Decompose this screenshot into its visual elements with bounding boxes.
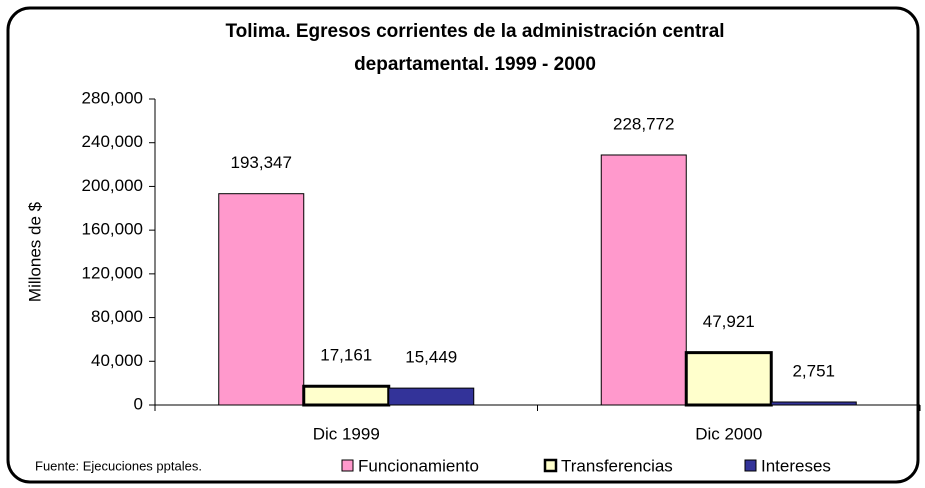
y-tick-label: 240,000 [82,132,143,151]
legend-swatch [543,458,558,473]
legend-label: Intereses [761,456,831,475]
y-axis-label: Millones de $ [25,201,44,302]
y-tick-label: 40,000 [91,351,143,370]
bar [600,154,687,406]
data-label: 193,347 [231,153,292,172]
legend-swatch [744,459,757,472]
source-note: Fuente: Ejecuciones pptales. [35,458,202,473]
y-tick-label: 280,000 [82,88,143,107]
bar [388,387,475,406]
chart-title: departamental. 1999 - 2000 [354,54,596,75]
bar [770,401,857,406]
x-tick-label: Dic 2000 [695,424,762,443]
y-tick-label: 80,000 [91,307,143,326]
x-tick-label: Dic 1999 [313,424,380,443]
data-label: 47,921 [703,312,755,331]
data-label: 228,772 [613,114,674,133]
data-label: 2,751 [792,361,835,380]
y-tick-label: 160,000 [82,220,143,239]
chart-border [6,6,920,484]
y-tick-label: 0 [134,394,143,413]
y-tick-label: 120,000 [82,263,143,282]
chart-title: Tolima. Egresos corrientes de la adminis… [225,21,724,42]
legend-swatch [341,459,354,472]
legend-label: Funcionamiento [358,456,479,475]
y-tick-label: 200,000 [82,176,143,195]
legend-label: Transferencias [561,456,673,475]
data-label: 17,161 [320,346,372,365]
bar [302,384,391,407]
data-label: 15,449 [405,348,457,367]
bar [218,193,305,406]
bar [684,351,773,407]
